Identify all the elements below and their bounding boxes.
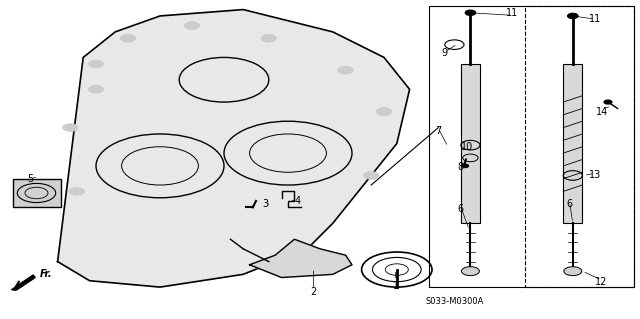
Circle shape: [88, 60, 104, 68]
Text: 10: 10: [461, 142, 474, 152]
Circle shape: [465, 10, 476, 15]
Text: 13: 13: [589, 170, 602, 181]
Circle shape: [568, 13, 578, 19]
Circle shape: [69, 188, 84, 195]
Text: 7: 7: [435, 126, 442, 136]
Text: Fr.: Fr.: [40, 269, 52, 279]
Polygon shape: [250, 239, 352, 278]
Circle shape: [261, 34, 276, 42]
Bar: [13, 179, 61, 207]
Text: 6: 6: [566, 199, 573, 209]
Circle shape: [604, 100, 612, 104]
Polygon shape: [58, 10, 410, 287]
Text: 5: 5: [28, 174, 34, 184]
Polygon shape: [12, 275, 35, 290]
Bar: [429, 6, 634, 287]
Bar: [461, 64, 480, 223]
Circle shape: [338, 66, 353, 74]
Text: 3: 3: [262, 199, 269, 209]
Bar: [563, 64, 582, 223]
Circle shape: [184, 22, 200, 29]
Circle shape: [462, 164, 468, 167]
Circle shape: [376, 108, 392, 115]
Circle shape: [461, 267, 479, 276]
Text: S033-M0300A: S033-M0300A: [426, 297, 484, 306]
Text: 2: 2: [310, 287, 317, 297]
Text: 1: 1: [392, 280, 399, 291]
Circle shape: [120, 34, 136, 42]
Circle shape: [564, 267, 582, 276]
Text: 6: 6: [458, 204, 464, 214]
Circle shape: [88, 85, 104, 93]
Text: 8: 8: [458, 162, 464, 173]
Text: 12: 12: [595, 277, 608, 287]
Text: 4: 4: [294, 196, 301, 206]
Circle shape: [63, 124, 78, 131]
Text: 9: 9: [442, 48, 448, 58]
Text: 14: 14: [595, 107, 608, 117]
Bar: [525, 6, 634, 287]
Text: 11: 11: [589, 14, 602, 24]
Text: 11: 11: [506, 8, 518, 18]
Circle shape: [364, 172, 379, 179]
